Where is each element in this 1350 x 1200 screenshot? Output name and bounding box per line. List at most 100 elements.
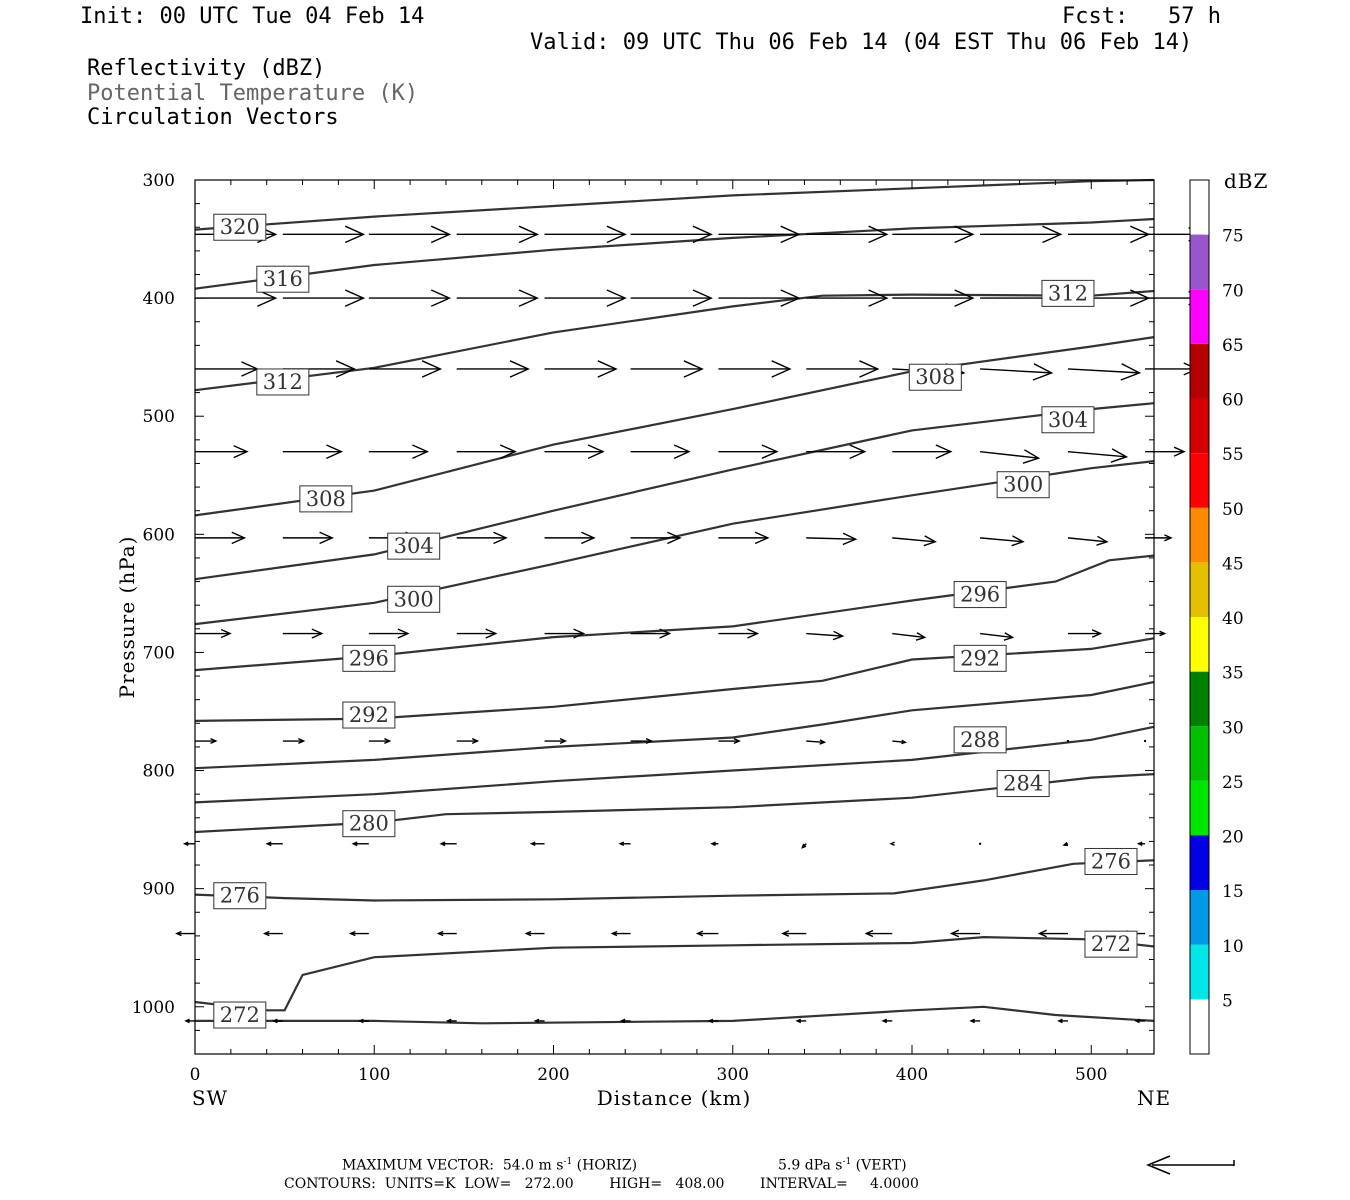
vector-head [659, 628, 672, 639]
vector-head [781, 930, 790, 937]
contour-label-box [256, 265, 310, 293]
vector-head [1003, 632, 1015, 641]
vector-head [1134, 1018, 1140, 1024]
theta-contour-308 [194, 336, 1155, 517]
colorbar-bin [1190, 343, 1209, 399]
vector-head [384, 737, 392, 745]
contour-label: 304 [394, 534, 434, 558]
vector-head [733, 737, 741, 745]
contour-label-box [299, 485, 353, 513]
contour-label-box [213, 882, 267, 910]
colorbar-bin [1190, 453, 1209, 508]
vector-head [326, 444, 344, 459]
vector-shaft [1067, 368, 1140, 374]
colorbar-label: 75 [1222, 227, 1244, 247]
colorbar-label: 20 [1222, 828, 1244, 848]
colorbar-label: 55 [1222, 445, 1244, 465]
colorbar-bin [1190, 780, 1209, 836]
vector-shaft [980, 450, 1039, 459]
contour-label: 320 [220, 215, 260, 239]
colorbar-label: 65 [1222, 336, 1244, 356]
vector-head [610, 930, 618, 937]
contour-label-box [953, 581, 1007, 609]
vector-head [683, 360, 704, 378]
vector-head [923, 535, 937, 547]
vector-head [559, 737, 568, 745]
forecast-hour: Fcst: 57 h [1062, 4, 1221, 29]
vector-head [801, 843, 807, 849]
vector-head [771, 360, 792, 378]
colorbar-bin [1190, 507, 1209, 563]
vector-head [436, 930, 444, 937]
colorbar-label: 35 [1222, 664, 1244, 684]
y-tick-label: 700 [143, 643, 175, 663]
vector-head [849, 444, 867, 459]
vector-shaft [980, 537, 1024, 543]
vector-head [1037, 929, 1047, 938]
vector-head [439, 841, 446, 847]
colorbar-bin [1190, 671, 1209, 727]
y-tick-label: 1000 [132, 998, 175, 1018]
x-tick-label: 200 [537, 1065, 569, 1085]
theta-contour-272 [194, 935, 1155, 1012]
contour-label: 276 [220, 884, 260, 908]
vector-head [210, 737, 218, 745]
legend-reflectivity: Reflectivity (dBZ) [87, 56, 326, 81]
contour-label-box [996, 471, 1050, 499]
colorbar-bin [1190, 617, 1209, 672]
vector-head [358, 1018, 364, 1024]
contour-label-box [213, 1001, 267, 1029]
vector-head [868, 225, 889, 244]
vector-head [509, 360, 530, 378]
contour-label: 272 [220, 1003, 260, 1027]
colorbar-label: 70 [1222, 281, 1244, 301]
vector-head [311, 628, 324, 639]
vector-head [935, 444, 953, 459]
vector-head [969, 1018, 975, 1024]
colorbar-bin [1190, 890, 1209, 945]
colorbar-label: 15 [1222, 882, 1244, 902]
vector-head [412, 444, 430, 459]
vector-head [1091, 629, 1103, 638]
vector-head [499, 444, 517, 459]
vector-head [344, 225, 366, 244]
theta-contour-296 [194, 554, 1155, 672]
reference-vector-head [1146, 1155, 1171, 1175]
colorbar-frame [1189, 179, 1210, 1055]
vector-head [335, 360, 357, 378]
vector-shaft [892, 740, 906, 744]
vector-head [573, 628, 586, 639]
contour-label-box [256, 368, 310, 396]
vector-head [518, 289, 540, 307]
vector-head [954, 225, 975, 244]
max-vector-vertical-info: 5.9 dPa s-1 (VERT) [778, 1157, 907, 1174]
vector-head [1032, 363, 1054, 381]
colorbar-label: 30 [1222, 718, 1244, 738]
vector-head [231, 531, 247, 545]
vector-head [182, 841, 189, 847]
valid-time: Valid: 09 UTC Thu 06 Feb 14 (04 EST Thu … [530, 30, 1193, 55]
y-axis-title: Pressure (hPa) [115, 536, 139, 699]
colorbar-bin [1190, 835, 1209, 891]
contour-label: 300 [394, 587, 434, 611]
vector-head [298, 737, 306, 745]
init-time: Init: 00 UTC Tue 04 Feb 14 [80, 4, 425, 29]
contour-label-box [342, 810, 396, 838]
theta-contour-316 [194, 217, 1155, 290]
vector-head [1022, 449, 1041, 464]
vector-shaft [980, 368, 1052, 374]
vector-head [397, 628, 410, 639]
vector-head [1136, 841, 1143, 847]
colorbar-label: 50 [1222, 500, 1244, 520]
contour-labels: 320 316 312 312 308 308 304 304 300 300 296 296 292 2… [213, 213, 1138, 1029]
vector-head [673, 444, 691, 459]
contour-label-box [387, 585, 441, 613]
contour-label: 292 [349, 703, 389, 727]
vector-head [667, 531, 682, 545]
vector-head [606, 289, 627, 307]
theta-contour-320 [194, 178, 1155, 231]
vector-head [430, 225, 452, 244]
vector-head [524, 930, 532, 937]
y-tick-label: 500 [143, 407, 175, 427]
y-tick-label: 800 [143, 762, 175, 782]
